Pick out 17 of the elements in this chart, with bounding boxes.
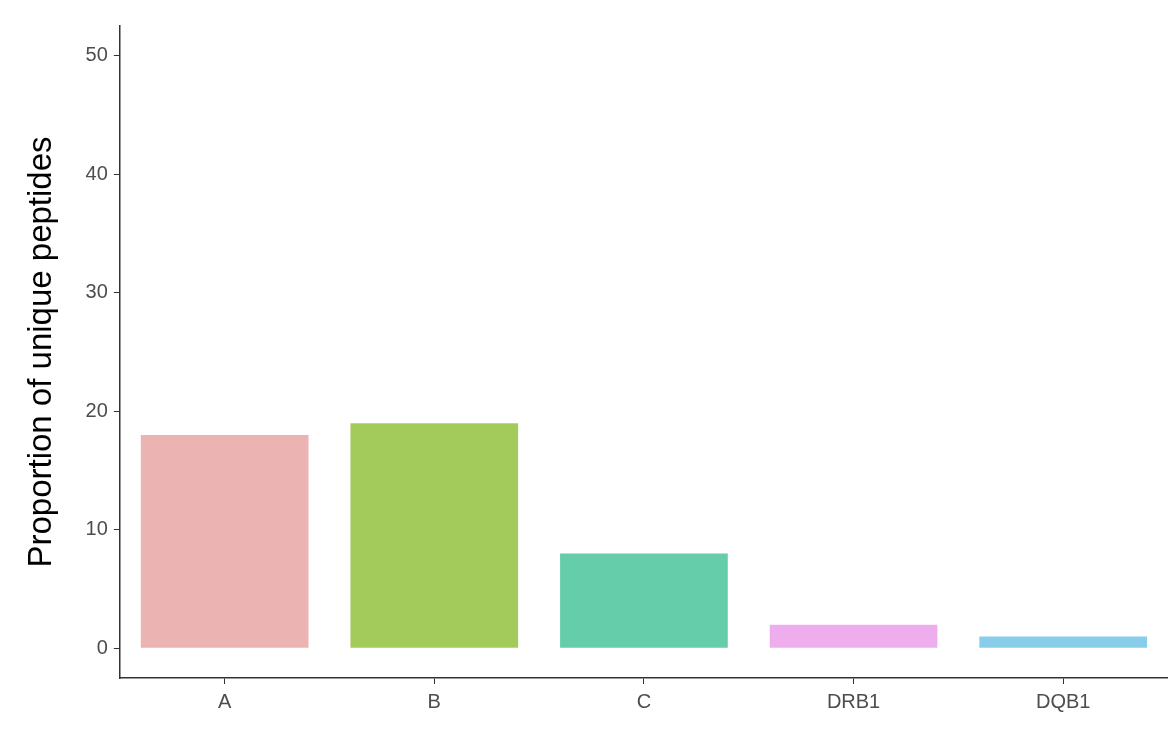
bar [769, 624, 938, 648]
bar [560, 553, 728, 648]
x-tick-label: A [217, 689, 232, 712]
x-tick-label: C [636, 689, 652, 712]
y-tick-label: 10 [85, 517, 108, 540]
x-tick-label: B [427, 689, 441, 712]
y-tick-label: 30 [85, 280, 108, 303]
x-tick-label: DRB1 [826, 689, 881, 712]
y-axis-title: Proportion of unique peptides [20, 136, 58, 568]
bar [979, 636, 1148, 648]
y-tick-label: 40 [85, 161, 108, 184]
y-tick-label: 20 [85, 398, 108, 421]
bar [350, 423, 519, 648]
x-tick-label: DQB1 [1035, 689, 1091, 712]
y-tick-label: 50 [85, 43, 108, 66]
y-tick-label: 0 [96, 635, 108, 658]
bar [140, 434, 309, 648]
